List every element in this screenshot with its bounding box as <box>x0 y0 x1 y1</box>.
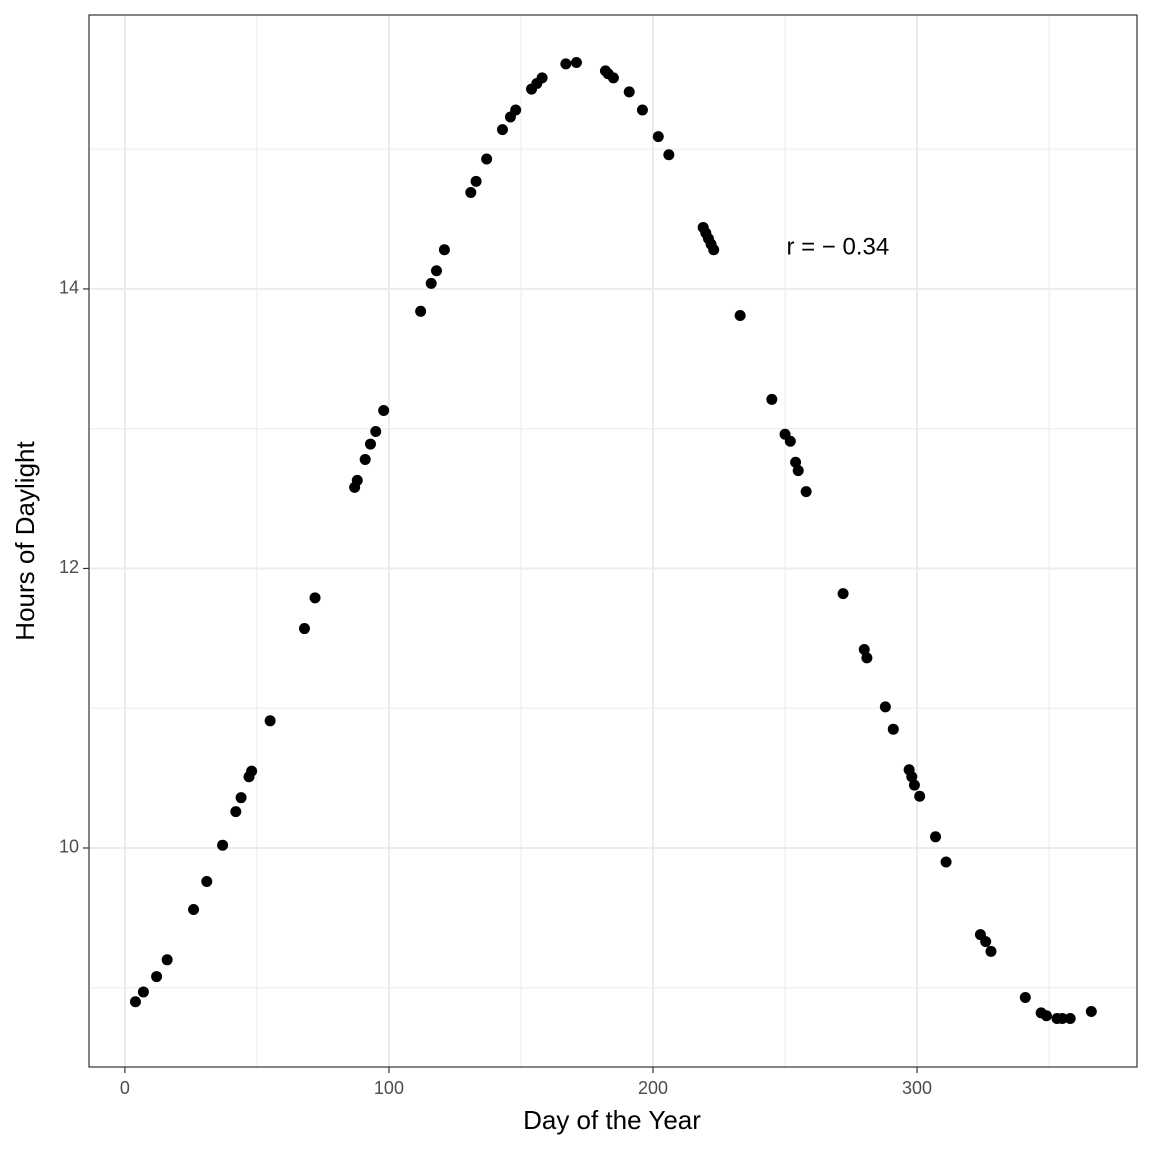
point <box>663 149 675 161</box>
point <box>264 715 276 727</box>
point <box>570 57 582 69</box>
y-tick-label: 10 <box>59 837 79 857</box>
point <box>792 465 804 477</box>
annotation: r = − 0.34 <box>786 234 889 261</box>
point <box>470 175 482 187</box>
x-axis-title: Day of the Year <box>523 1105 701 1135</box>
point <box>298 623 310 635</box>
x-tick-label: 0 <box>120 1078 130 1098</box>
point <box>465 186 477 198</box>
y-axis-title: Hours of Daylight <box>10 441 40 641</box>
x-tick-label: 200 <box>638 1078 668 1098</box>
point <box>940 856 952 868</box>
point <box>370 425 382 437</box>
point <box>636 104 648 116</box>
point <box>378 405 390 417</box>
point <box>425 277 437 289</box>
point <box>800 486 812 498</box>
point <box>708 244 720 256</box>
point <box>1019 992 1031 1004</box>
point <box>201 876 213 888</box>
point <box>137 986 149 998</box>
point <box>496 124 508 136</box>
point <box>129 996 141 1008</box>
point <box>1064 1013 1076 1025</box>
panel-border <box>88 14 1138 1068</box>
point <box>235 792 247 804</box>
point <box>351 474 363 486</box>
point <box>151 971 163 983</box>
point <box>510 104 522 116</box>
point <box>623 86 635 98</box>
point <box>837 588 849 600</box>
point <box>246 765 258 777</box>
point <box>908 779 920 791</box>
point <box>481 153 493 165</box>
point <box>309 592 321 604</box>
point <box>161 954 173 966</box>
point <box>438 244 450 256</box>
point <box>980 936 992 948</box>
point <box>985 945 997 957</box>
point <box>906 771 918 783</box>
point <box>652 131 664 143</box>
point <box>217 839 229 851</box>
point <box>560 58 572 70</box>
point <box>607 72 619 84</box>
point <box>930 831 942 843</box>
y-tick-label: 14 <box>59 278 79 298</box>
y-tick-label: 12 <box>59 557 79 577</box>
point <box>188 903 200 915</box>
x-tick-label: 100 <box>374 1078 404 1098</box>
point <box>364 438 376 450</box>
point <box>1056 1013 1068 1025</box>
point <box>415 305 427 317</box>
point <box>734 309 746 321</box>
point <box>430 265 442 277</box>
point <box>879 701 891 713</box>
point <box>858 644 870 656</box>
point <box>359 453 371 465</box>
point <box>861 652 873 664</box>
point <box>784 435 796 447</box>
point <box>790 456 802 468</box>
x-tick-label: 300 <box>902 1078 932 1098</box>
point <box>887 723 899 735</box>
point <box>536 72 548 84</box>
point <box>1040 1010 1052 1022</box>
point <box>914 790 926 802</box>
point <box>766 393 778 405</box>
point <box>1085 1006 1097 1018</box>
point <box>230 806 242 818</box>
